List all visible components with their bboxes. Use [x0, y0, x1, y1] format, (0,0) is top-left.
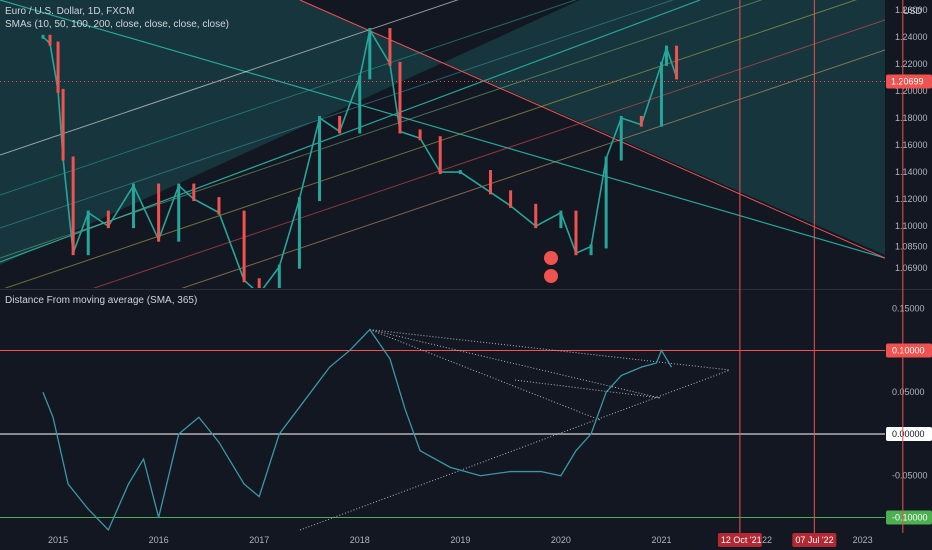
last-price-label: 1.20699 — [891, 76, 924, 86]
price-candle[interactable] — [257, 278, 261, 296]
price-candle[interactable] — [664, 45, 668, 66]
red-trendline[interactable] — [299, 0, 885, 259]
price-candle[interactable] — [157, 183, 161, 242]
price-candle[interactable] — [71, 156, 75, 256]
price-candle[interactable] — [589, 244, 593, 256]
price-candle[interactable] — [368, 28, 372, 80]
indicator-trendline[interactable] — [369, 329, 731, 371]
time-marker-badge — [717, 533, 762, 547]
price-candle[interactable] — [338, 115, 342, 134]
pitchfork-line[interactable] — [0, 0, 885, 156]
indicator-pane[interactable] — [0, 328, 885, 532]
price-tick-label: 1.06900 — [895, 263, 928, 273]
indicator-tick-label: 0.15000 — [892, 304, 925, 314]
level-badge — [886, 343, 932, 358]
price-candle[interactable] — [489, 170, 492, 195]
price-candle[interactable] — [56, 41, 60, 93]
level-badge — [886, 510, 932, 525]
time-marker-label: 12 Oct '21 — [721, 535, 762, 545]
time-tick-label: 2022 — [752, 535, 772, 545]
time-tick-label: 2017 — [249, 535, 269, 545]
pitchfork-line[interactable] — [0, 19, 885, 320]
indicator-tick-label: 0.05000 — [892, 387, 925, 397]
time-tick-label: 2019 — [450, 535, 470, 545]
time-axis: 2015 2016 2017 2018 2019 2020 2021 2022 2023 12 O… — [48, 533, 873, 547]
indicator-series-line[interactable] — [42, 328, 673, 532]
event-icon[interactable] — [544, 251, 558, 265]
time-tick-label: 2018 — [350, 535, 370, 545]
price-candle[interactable] — [438, 136, 442, 175]
indicator-tick-label: 0.00000 — [892, 429, 925, 439]
sma-legend[interactable]: SMAs (10, 50, 100, 200, close, close, cl… — [5, 19, 229, 30]
price-tick-label: 1.10000 — [895, 221, 928, 231]
price-candle[interactable] — [48, 34, 52, 46]
price-candle[interactable] — [318, 115, 322, 202]
price-candle[interactable] — [277, 264, 281, 296]
price-candle[interactable] — [458, 170, 462, 175]
pitchfork-line[interactable] — [0, 49, 885, 350]
currency-label: USD — [903, 6, 923, 16]
price-candle[interactable] — [86, 210, 90, 256]
price-axis: 1.26000 1.24000 1.22000 1.20000 1.18000 1.160… — [886, 5, 932, 273]
time-marker-badge — [792, 533, 837, 547]
teal-channel-fill — [0, 0, 885, 265]
price-candle[interactable] — [559, 210, 563, 229]
pitchfork-line[interactable] — [0, 0, 885, 290]
event-icon[interactable] — [544, 269, 558, 283]
price-tick-label: 1.24000 — [895, 32, 928, 42]
price-candle[interactable] — [242, 210, 246, 283]
pitchfork-line[interactable] — [0, 0, 885, 196]
time-tick-label: 2020 — [551, 535, 571, 545]
time-tick-label: 2021 — [651, 535, 671, 545]
price-candle[interactable] — [41, 34, 45, 39]
indicator-tick-label: -0.05000 — [892, 471, 928, 481]
price-tick-label: 1.26000 — [895, 5, 928, 15]
time-tick-label: 2023 — [853, 535, 873, 545]
price-candle[interactable] — [619, 115, 623, 161]
price-tick-label: 1.12000 — [895, 194, 928, 204]
time-tick-label: 2015 — [48, 535, 68, 545]
indicator-trendline[interactable] — [514, 379, 661, 399]
price-candle[interactable] — [398, 61, 402, 134]
pitchfork-line[interactable] — [0, 0, 885, 259]
price-tick-label: 1.18000 — [895, 113, 928, 123]
price-tick-label: 1.14000 — [895, 167, 928, 177]
price-candle[interactable] — [297, 197, 301, 269]
indicator-title[interactable]: Distance From moving average (SMA, 365) — [5, 295, 198, 306]
indicator-tick-label: -0.10000 — [892, 512, 928, 522]
level-badge — [886, 426, 932, 441]
price-candle[interactable] — [604, 156, 608, 249]
indicator-trendline[interactable] — [369, 329, 601, 421]
price-tick-label: 1.20000 — [895, 86, 928, 96]
price-candle[interactable] — [639, 115, 643, 127]
price-tick-label: 1.22000 — [895, 59, 928, 69]
time-marker-label: 07 Jul '22 — [795, 535, 833, 545]
price-candle[interactable] — [192, 183, 196, 202]
price-candle[interactable] — [418, 129, 422, 141]
price-candle[interactable] — [61, 88, 65, 161]
price-candle[interactable] — [509, 190, 513, 208]
time-tick-label: 2016 — [149, 535, 169, 545]
price-candle[interactable] — [217, 197, 221, 215]
symbol-title[interactable]: Euro / U.S. Dollar, 1D, FXCM — [5, 6, 135, 17]
price-candle[interactable] — [177, 183, 181, 242]
price-tick-label: 1.16000 — [895, 140, 928, 150]
price-candle[interactable] — [358, 75, 362, 134]
price-candle[interactable] — [131, 183, 135, 229]
indicator-tick-label: 0.10000 — [892, 345, 925, 355]
price-candle[interactable] — [534, 203, 538, 229]
price-pane[interactable] — [0, 0, 885, 350]
indicator-axis: 0.15000 0.10000 0.05000 0.00000 -0.05000 -0.1… — [886, 304, 932, 525]
pitchfork-line[interactable] — [0, 0, 885, 229]
price-tick-label: 1.08500 — [895, 241, 928, 251]
price-candle[interactable] — [388, 28, 392, 66]
price-candle[interactable] — [106, 210, 110, 229]
price-candle[interactable] — [659, 61, 663, 127]
price-candle[interactable] — [574, 210, 578, 256]
last-price-badge — [886, 74, 932, 89]
price-candle[interactable] — [675, 45, 679, 80]
teal-trendline[interactable] — [0, 0, 885, 259]
